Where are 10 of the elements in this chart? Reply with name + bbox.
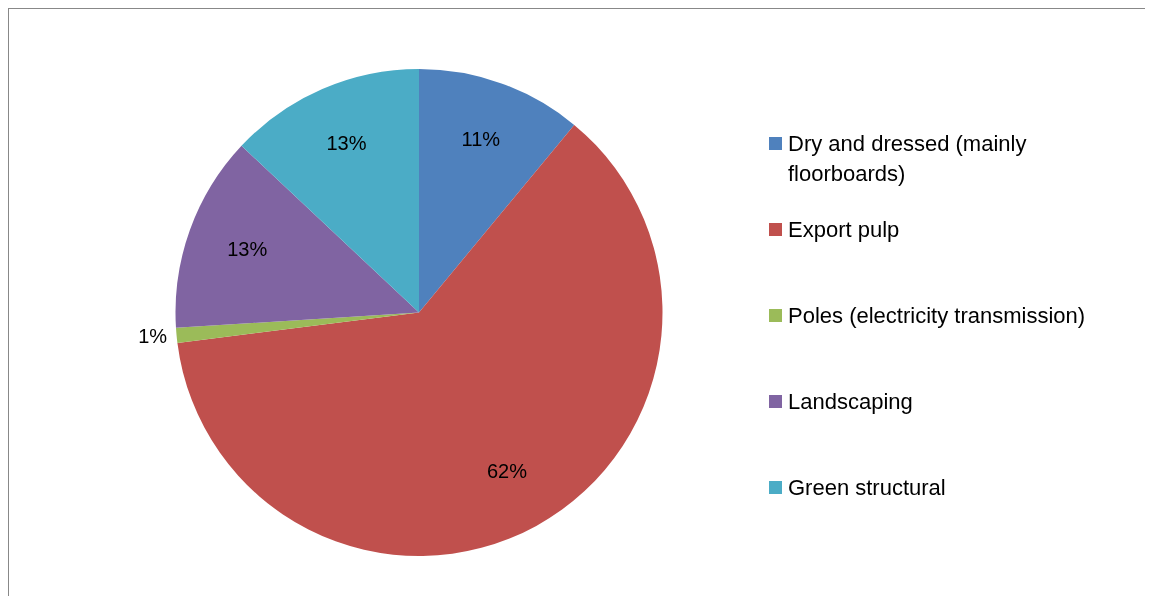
legend-label: Green structural: [788, 474, 946, 502]
data-label: 13%: [227, 238, 268, 261]
legend-label: Landscaping: [788, 388, 913, 416]
legend-label: Dry and dressed (mainly floorboards): [788, 130, 1028, 188]
data-label: 11%: [461, 128, 501, 151]
data-label: 1%: [138, 325, 168, 348]
legend-label: Export pulp: [788, 216, 900, 244]
legend-label: Poles (electricity transmission): [788, 302, 1086, 330]
data-label: 62%: [486, 460, 528, 483]
data-label: 13%: [326, 132, 367, 155]
